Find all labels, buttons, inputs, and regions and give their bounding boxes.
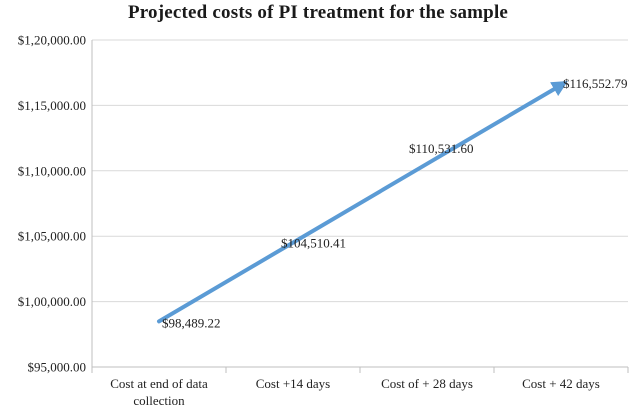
y-tick-label: $1,20,000.00	[18, 33, 86, 48]
y-tick-label: $1,10,000.00	[18, 163, 86, 178]
y-tick-label: $1,15,000.00	[18, 98, 86, 113]
series-line	[157, 81, 568, 324]
x-tick-label: Cost of + 28 days	[381, 376, 473, 391]
chart-title: Projected costs of PI treatment for the …	[127, 2, 509, 23]
x-tick-label-line: Cost +14 days	[256, 376, 331, 391]
x-tick-label-line: Cost of + 28 days	[381, 376, 473, 391]
y-tick-label: $95,000.00	[28, 360, 87, 375]
x-tick-label-line: Cost at end of data	[110, 376, 208, 391]
x-tick-label: Cost at end of data collection	[110, 376, 208, 408]
data-label: $104,510.41	[281, 236, 346, 251]
x-tick-label: Cost +14 days	[256, 376, 331, 391]
data-label: $110,531.60	[409, 141, 474, 156]
y-tick-label: $1,05,000.00	[18, 229, 86, 244]
x-tick-label-line: collection	[133, 393, 185, 408]
data-label: $116,552.79	[563, 76, 628, 91]
y-tick-label: $1,00,000.00	[18, 294, 86, 309]
x-tick-label: Cost + 42 days	[522, 376, 600, 391]
data-label: $98,489.22	[162, 315, 221, 330]
x-tick-label-line: Cost + 42 days	[522, 376, 600, 391]
